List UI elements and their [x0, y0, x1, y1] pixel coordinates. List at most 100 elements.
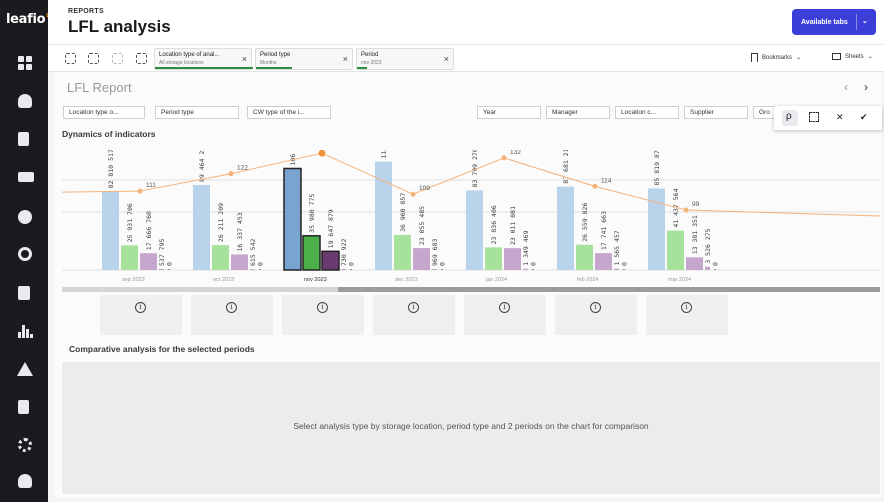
close-icon[interactable]: × [443, 54, 449, 64]
smart-search-icon[interactable] [65, 53, 76, 64]
gear-icon[interactable] [18, 438, 32, 452]
sheets-button[interactable]: Sheets ⌄ [832, 53, 873, 60]
bookmarks-button[interactable]: Bookmarks ⌄ [751, 53, 801, 62]
chart-bar[interactable] [441, 269, 443, 270]
chart-bar[interactable] [121, 245, 138, 270]
chart-bar[interactable] [394, 234, 411, 270]
filter-manager[interactable]: Manager [546, 106, 610, 119]
chart-bar[interactable] [557, 186, 574, 270]
chart-bar[interactable] [193, 185, 210, 270]
chart-bar[interactable] [302, 235, 321, 271]
chart-scrollbar-thumb[interactable] [338, 287, 880, 292]
close-icon[interactable]: × [342, 54, 348, 64]
info-icon[interactable]: i [226, 302, 237, 313]
period-summary-cell [191, 295, 273, 335]
bar-value-label: 23 055 485 [418, 206, 426, 245]
bar-value-label: 0 [348, 262, 356, 266]
lightbulb-icon[interactable] [18, 94, 32, 108]
chart-bar[interactable] [168, 269, 170, 270]
chart-bar[interactable] [341, 269, 346, 270]
line-point[interactable] [410, 191, 416, 197]
line-point[interactable] [137, 188, 143, 194]
chart-bar[interactable] [283, 167, 302, 271]
chart-bar[interactable] [576, 244, 593, 270]
chart-bar[interactable] [705, 266, 710, 270]
step-forward-icon[interactable] [112, 53, 123, 64]
available-tabs-button[interactable]: Available tabs ⌄ [792, 9, 876, 35]
filter-cw-type[interactable]: CW type of the i... [247, 106, 331, 119]
compass-icon[interactable] [18, 210, 32, 224]
chart-bar[interactable] [485, 247, 502, 270]
filter-year[interactable]: Year [477, 106, 541, 119]
chart-bar[interactable] [714, 269, 716, 270]
chart-bar[interactable] [595, 253, 612, 270]
chart-bar[interactable] [686, 257, 703, 270]
file-icon[interactable] [18, 400, 29, 414]
filter-location-category[interactable]: Location c... [615, 106, 679, 119]
search-icon[interactable] [18, 247, 32, 261]
chart-bar[interactable] [321, 250, 340, 271]
chart-bar[interactable] [466, 190, 483, 270]
chart-bar[interactable] [102, 191, 119, 270]
chart-bar[interactable] [375, 161, 392, 270]
selection-chip[interactable]: Location type of anal... All storage loc… [154, 48, 253, 70]
truck-icon[interactable] [18, 172, 34, 182]
info-icon[interactable]: i [499, 302, 510, 313]
step-back-icon[interactable] [88, 53, 99, 64]
info-icon[interactable]: i [681, 302, 692, 313]
chart-bar[interactable] [432, 269, 437, 270]
chart-bar[interactable] [648, 188, 665, 270]
chart-bar[interactable] [140, 253, 157, 270]
chart-bar[interactable] [413, 248, 430, 270]
cancel-selection-icon[interactable]: ✕ [836, 112, 844, 122]
chart-bar[interactable] [212, 245, 229, 270]
info-icon[interactable]: i [135, 302, 146, 313]
bookmark-icon [751, 53, 758, 62]
line-point[interactable] [318, 150, 326, 157]
line-point[interactable] [592, 183, 598, 189]
bar-chart-icon[interactable] [18, 324, 33, 338]
chart-bar[interactable] [231, 254, 248, 270]
user-icon[interactable] [18, 474, 32, 488]
line-point[interactable] [501, 155, 507, 161]
bar-value-label: 106 854 665 [289, 150, 297, 165]
chart-bar[interactable] [532, 269, 534, 270]
chart-bar[interactable] [350, 269, 352, 270]
warning-icon[interactable] [17, 362, 33, 376]
chart-bar[interactable] [523, 268, 528, 270]
x-tick-label: jan 2024 [485, 277, 507, 282]
chevron-down-icon[interactable]: ⌄ [862, 18, 868, 25]
document-icon[interactable] [18, 132, 29, 146]
chart-bar[interactable] [259, 269, 261, 270]
filter-location-type[interactable]: Location type o... [63, 106, 145, 119]
bar-value-label: 23 836 406 [490, 205, 498, 244]
select-values-icon[interactable] [809, 112, 819, 122]
close-icon[interactable]: × [241, 54, 247, 64]
chart-bar[interactable] [159, 269, 164, 270]
selection-chip[interactable]: Period type Months × [255, 48, 353, 70]
filter-period-type[interactable]: Period type [155, 106, 239, 119]
chart-bar[interactable] [623, 269, 625, 270]
line-point[interactable] [228, 171, 234, 177]
line-value-label: 111 [146, 182, 156, 189]
next-sheet-icon[interactable]: › [864, 80, 868, 94]
dashboard-icon[interactable] [18, 56, 32, 70]
info-icon[interactable]: i [590, 302, 601, 313]
filter-supplier[interactable]: Supplier [684, 106, 748, 119]
chart-bar[interactable] [504, 248, 521, 270]
clear-selections-icon[interactable] [136, 53, 147, 64]
info-icon[interactable]: i [408, 302, 419, 313]
line-point[interactable] [683, 207, 689, 213]
chart-bar[interactable] [250, 269, 255, 270]
info-icon[interactable]: i [317, 302, 328, 313]
confirm-selection-icon[interactable]: ✔ [860, 112, 868, 122]
lasso-select-icon[interactable] [782, 110, 798, 126]
chart-bar[interactable] [667, 230, 684, 270]
selection-chip[interactable]: Period nov 2023 × [356, 48, 454, 70]
app-logo[interactable]: leafio° [6, 12, 52, 27]
previous-sheet-icon[interactable]: ‹ [844, 80, 848, 94]
report-icon[interactable] [18, 286, 30, 300]
chart-bar[interactable] [614, 268, 619, 270]
page-title: LFL analysis [68, 17, 171, 36]
